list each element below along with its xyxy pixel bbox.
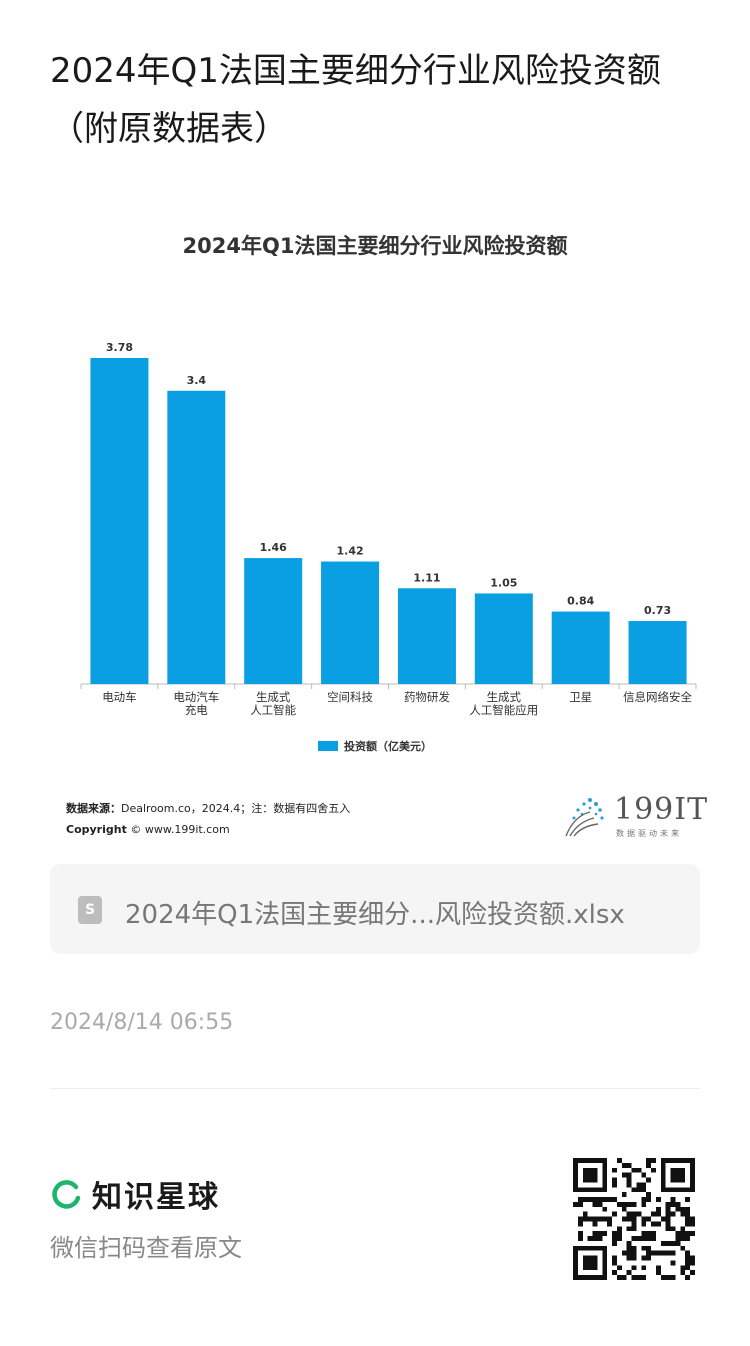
source-text: Dealroom.co，2024.4；注：数据有四舍五入 [121,802,351,815]
x-tick-label: 电动汽车 [173,690,219,704]
bar [474,593,533,684]
x-tick-label: 药物研发 [404,690,450,704]
bar [244,558,303,684]
x-tick-label: 人工智能 [250,703,296,717]
bar [167,390,226,684]
data-label: 0.84 [567,595,594,608]
x-tick-label: 信息网络安全 [623,690,692,704]
bar [551,611,610,684]
x-tick-label: 电动车 [102,690,137,704]
bar [628,621,687,684]
qr-code[interactable] [573,1158,695,1280]
spreadsheet-file-icon: S [78,896,102,924]
chart-legend: 投资额（亿美元） [318,738,432,754]
copyright-label: Copyright [66,823,127,836]
x-tick-label: 生成式 [487,690,522,704]
scan-hint: 微信扫码查看原文 [50,1234,242,1262]
divider [50,1088,700,1089]
x-tick-label: 卫星 [569,690,592,704]
data-label: 1.42 [336,545,363,558]
post-date: 2024/8/14 06:55 [50,1010,234,1035]
data-label: 1.11 [413,571,440,584]
chart-source: 数据来源：Dealroom.co，2024.4；注：数据有四舍五入 Copyri… [66,798,350,840]
brand-name: 知识星球 [92,1180,220,1215]
bar [90,358,149,684]
legend-label: 投资额（亿美元） [344,740,432,753]
data-label: 0.73 [644,604,671,617]
logo-text: 199IT [614,792,709,827]
bar [397,588,456,684]
attachment-file-card[interactable]: S 2024年Q1法国主要细分...风险投资额.xlsx [50,864,700,954]
legend-swatch [318,741,338,751]
copyright-text: © www.199it.com [130,823,230,836]
post-title: 2024年Q1法国主要细分行业风险投资额（附原数据表） [50,51,661,149]
chart-image: 2024年Q1法国主要细分行业风险投资额 3.78 电动车 3.4 电动汽车 充电 1.4… [50,200,707,850]
x-tick-label: 人工智能应用 [469,703,538,717]
chart-title: 2024年Q1法国主要细分行业风险投资额 [182,234,568,258]
logo-subtitle: 数据驱动未来 [616,829,682,838]
brand: 知识星球 [50,1172,220,1216]
bar [321,561,380,684]
attachment-file-name[interactable]: 2024年Q1法国主要细分...风险投资额.xlsx [125,900,625,930]
bar-chart: 3.78电动车3.4电动汽车充电1.46生成式人工智能1.42空间科技1.11药… [80,341,697,717]
data-label: 1.05 [490,576,517,589]
x-tick-label: 充电 [185,703,208,717]
199it-logo: 199IT 数据驱动未来 [560,792,707,838]
x-tick-label: 生成式 [256,690,291,704]
data-label: 3.78 [106,341,133,354]
logo-dots-icon [565,798,604,837]
zsxq-logo-icon [52,1180,81,1209]
data-label: 3.4 [187,374,207,387]
data-label: 1.46 [260,541,287,554]
x-tick-label: 空间科技 [327,690,373,704]
source-label: 数据来源： [66,802,121,815]
